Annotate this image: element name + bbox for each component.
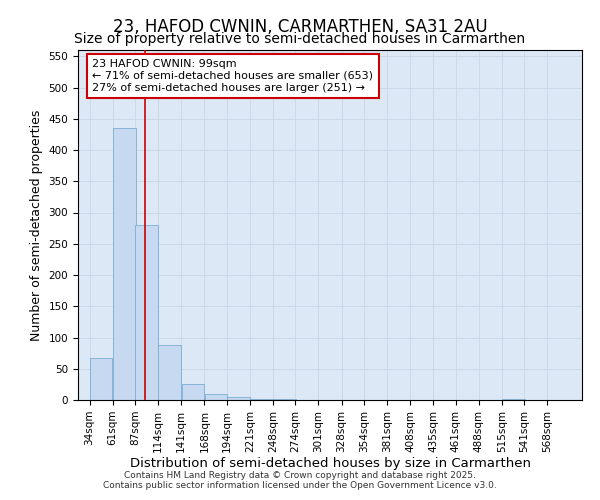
Bar — [113, 128, 136, 400]
Text: 23, HAFOD CWNIN, CARMARTHEN, SA31 2AU: 23, HAFOD CWNIN, CARMARTHEN, SA31 2AU — [113, 18, 487, 36]
Text: Size of property relative to semi-detached houses in Carmarthen: Size of property relative to semi-detach… — [74, 32, 526, 46]
Bar — [227, 397, 250, 400]
Text: Contains HM Land Registry data © Crown copyright and database right 2025.
Contai: Contains HM Land Registry data © Crown c… — [103, 470, 497, 490]
Bar — [502, 399, 524, 400]
Y-axis label: Number of semi-detached properties: Number of semi-detached properties — [30, 110, 43, 340]
Bar — [182, 384, 204, 400]
Bar — [90, 358, 112, 400]
X-axis label: Distribution of semi-detached houses by size in Carmarthen: Distribution of semi-detached houses by … — [130, 458, 530, 470]
Bar — [205, 394, 227, 400]
Bar — [250, 399, 272, 400]
Bar — [136, 225, 158, 400]
Text: 23 HAFOD CWNIN: 99sqm
← 71% of semi-detached houses are smaller (653)
27% of sem: 23 HAFOD CWNIN: 99sqm ← 71% of semi-deta… — [92, 60, 373, 92]
Bar — [158, 345, 181, 400]
